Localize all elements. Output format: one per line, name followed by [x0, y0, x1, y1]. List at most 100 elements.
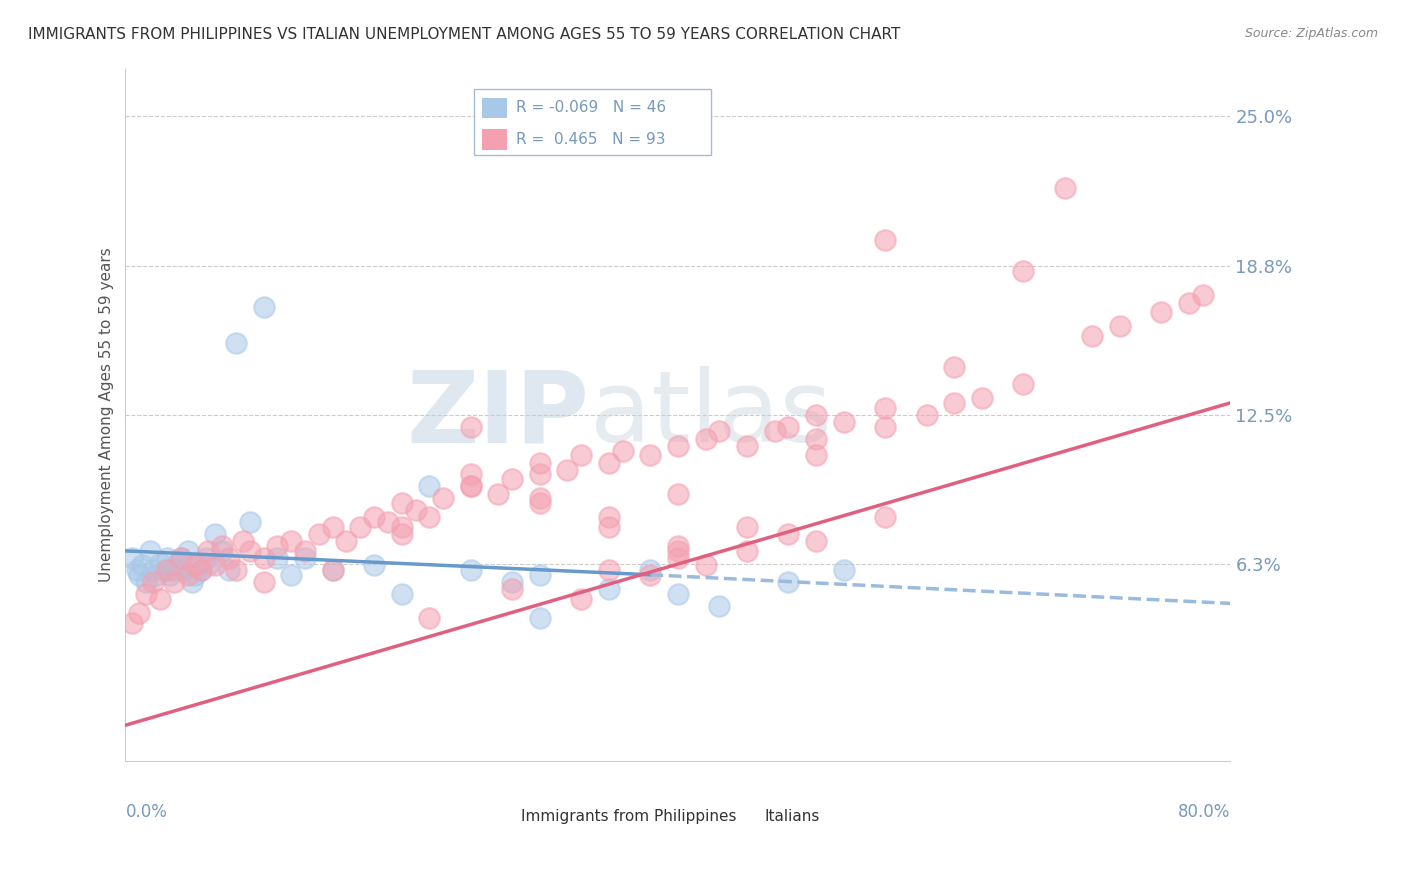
Point [695, 432, 717, 446]
Point [763, 425, 786, 439]
Point [252, 301, 274, 315]
Point [612, 443, 634, 458]
Point [666, 587, 689, 601]
Point [486, 486, 509, 500]
Point [211, 539, 233, 553]
Text: Immigrants from Philippines: Immigrants from Philippines [522, 809, 737, 824]
Point [804, 449, 827, 463]
Point [460, 467, 482, 482]
Point [709, 599, 731, 613]
Point [194, 551, 217, 566]
Point [666, 486, 689, 500]
Point [308, 527, 330, 541]
Point [418, 611, 440, 625]
Point [149, 556, 172, 570]
Text: atlas: atlas [589, 367, 831, 463]
Point [294, 544, 316, 558]
Point [121, 551, 143, 566]
Point [145, 567, 167, 582]
Y-axis label: Unemployment Among Ages 55 to 59 years: Unemployment Among Ages 55 to 59 years [100, 247, 114, 582]
Point [418, 510, 440, 524]
Point [128, 567, 150, 582]
Point [666, 551, 689, 566]
Point [778, 419, 800, 434]
Point [598, 520, 620, 534]
Point [186, 558, 208, 573]
Point [598, 510, 620, 524]
Point [391, 587, 413, 601]
FancyBboxPatch shape [482, 97, 506, 119]
Text: 80.0%: 80.0% [1178, 803, 1230, 821]
Point [197, 544, 219, 558]
Point [557, 463, 579, 477]
Point [190, 563, 212, 577]
Point [735, 439, 758, 453]
FancyBboxPatch shape [474, 89, 711, 155]
FancyBboxPatch shape [491, 807, 515, 827]
Point [204, 527, 226, 541]
Point [239, 515, 262, 529]
Point [211, 544, 233, 558]
Point [149, 591, 172, 606]
Point [135, 587, 157, 601]
Point [163, 563, 186, 577]
Point [666, 439, 689, 453]
Point [943, 396, 966, 410]
Point [695, 558, 717, 573]
Point [183, 567, 205, 582]
Point [280, 567, 302, 582]
Point [391, 496, 413, 510]
Point [666, 544, 689, 558]
Point [335, 534, 357, 549]
Point [391, 520, 413, 534]
Point [225, 563, 247, 577]
Point [778, 574, 800, 589]
Point [1012, 264, 1035, 278]
Point [1053, 181, 1076, 195]
Point [1150, 305, 1173, 319]
Point [349, 520, 371, 534]
Point [1012, 376, 1035, 391]
Point [294, 551, 316, 566]
Point [832, 563, 855, 577]
Point [153, 563, 176, 577]
Point [125, 563, 148, 577]
Point [139, 544, 162, 558]
Point [142, 563, 165, 577]
Point [176, 544, 198, 558]
Point [128, 606, 150, 620]
Point [121, 615, 143, 630]
Point [239, 544, 262, 558]
Text: ZIP: ZIP [406, 367, 589, 463]
Point [875, 234, 897, 248]
Point [252, 551, 274, 566]
Point [804, 534, 827, 549]
Point [197, 558, 219, 573]
Point [569, 449, 592, 463]
Point [391, 527, 413, 541]
Point [159, 567, 181, 582]
Point [173, 563, 195, 577]
Point [1192, 288, 1215, 302]
Point [529, 567, 551, 582]
Point [232, 534, 254, 549]
Point [266, 539, 288, 553]
Point [501, 472, 523, 486]
Point [501, 574, 523, 589]
Point [218, 563, 240, 577]
Point [915, 408, 938, 422]
Point [598, 456, 620, 470]
Point [804, 432, 827, 446]
Point [460, 419, 482, 434]
Point [135, 574, 157, 589]
Point [156, 563, 179, 577]
FancyBboxPatch shape [733, 807, 758, 827]
Point [709, 425, 731, 439]
Point [569, 591, 592, 606]
Point [432, 491, 454, 506]
Point [218, 551, 240, 566]
Point [460, 563, 482, 577]
Point [598, 563, 620, 577]
Point [322, 520, 344, 534]
FancyBboxPatch shape [482, 129, 506, 150]
